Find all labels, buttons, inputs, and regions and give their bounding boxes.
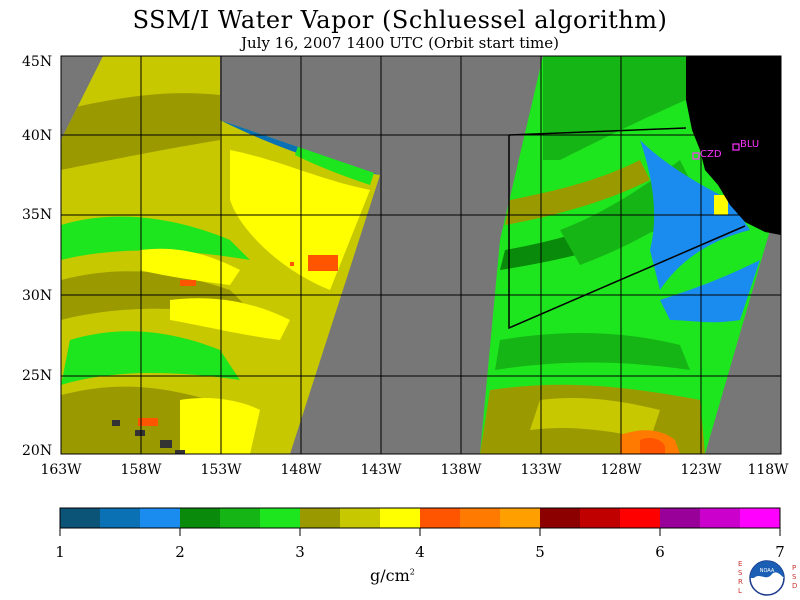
colorbar-tick-label: 1 (55, 543, 65, 561)
logo-center-text: NOAA (760, 568, 775, 574)
lat-label-20n: 20N (22, 443, 53, 459)
station-label-blu: BLU (740, 139, 759, 150)
lon-label-153w: 153W (200, 462, 242, 478)
colorbar-tick-label: 2 (175, 543, 185, 561)
station-label-czd: CZD (700, 149, 722, 160)
colorbar-tick-label: 3 (295, 543, 305, 561)
station-marker-blu (732, 143, 740, 151)
lon-label-133w: 133W (520, 462, 562, 478)
lat-label-35n: 35N (22, 207, 53, 223)
graticule (61, 56, 781, 454)
chart-subtitle: July 16, 2007 1400 UTC (Orbit start time… (240, 34, 560, 52)
colorbar-units: g/cm2 (370, 566, 415, 585)
lon-label-123w: 123W (680, 462, 722, 478)
colorbar-tick-label: 5 (535, 543, 545, 561)
colorbar-tick-label: 4 (415, 543, 425, 561)
lon-label-158w: 158W (120, 462, 162, 478)
lat-label-30n: 30N (22, 288, 53, 304)
lat-label-45n: 45N (22, 54, 53, 70)
lon-label-148w: 148W (280, 462, 322, 478)
colorbar-tick-label: 6 (655, 543, 665, 561)
station-marker-czd (692, 152, 700, 160)
lon-label-118w: 118W (747, 462, 789, 478)
map-frame (60, 55, 782, 455)
lon-label-128w: 128W (600, 462, 642, 478)
lat-label-25n: 25N (22, 368, 53, 384)
lon-label-138w: 138W (440, 462, 482, 478)
lon-label-143w: 143W (360, 462, 402, 478)
analysis-box (508, 135, 746, 330)
lon-label-163w: 163W (40, 462, 82, 478)
chart-title: SSM/I Water Vapor (Schluessel algorithm) (132, 6, 668, 34)
colorbar-tick-label: 7 (775, 543, 785, 561)
lat-label-40n: 40N (22, 128, 53, 144)
